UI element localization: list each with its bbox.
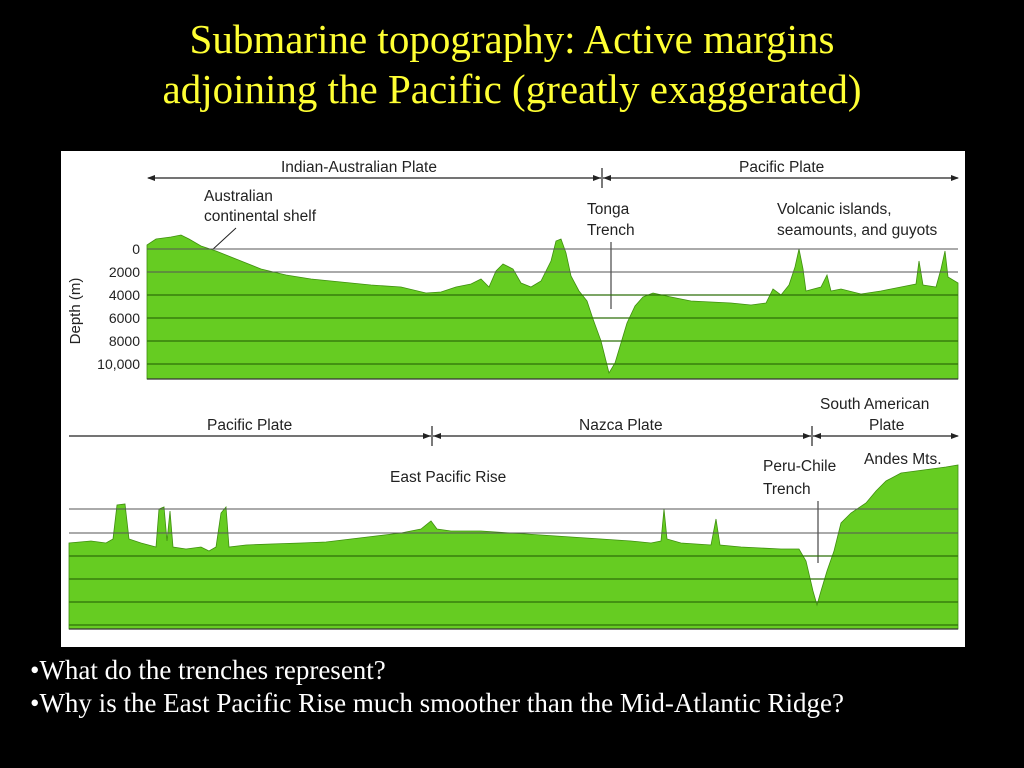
bottom-profile: Pacific Plate Nazca Plate South American… bbox=[68, 396, 959, 630]
bottom-depth-gridlines bbox=[69, 508, 958, 626]
tonga-trench-label-line-2: Trench bbox=[587, 222, 635, 239]
topography-diagram: Indian-Australian Plate Pacific Plate Au… bbox=[67, 159, 959, 630]
depth-tick-2000: 2000 bbox=[109, 264, 140, 280]
volcanic-islands-label-line-1: Volcanic islands, bbox=[777, 201, 892, 218]
andes-label: Andes Mts. bbox=[864, 451, 942, 468]
peru-chile-trench-label-line-2: Trench bbox=[763, 481, 811, 498]
top-profile: Indian-Australian Plate Pacific Plate Au… bbox=[67, 159, 959, 380]
question-bullets: •What do the trenches represent? •Why is… bbox=[30, 654, 990, 720]
top-terrain bbox=[146, 234, 959, 380]
east-pacific-rise-label: East Pacific Rise bbox=[390, 469, 506, 486]
title-line-2: adjoining the Pacific (greatly exaggerat… bbox=[162, 66, 862, 112]
depth-tick-4000: 4000 bbox=[109, 287, 140, 303]
south-american-plate-label-line-1: South American bbox=[820, 396, 929, 413]
pacific-plate-label-top: Pacific Plate bbox=[739, 159, 824, 176]
volcanic-islands-label-line-2: seamounts, and guyots bbox=[777, 222, 938, 239]
tonga-trench-label-line-1: Tonga bbox=[587, 201, 630, 218]
topography-figure: Indian-Australian Plate Pacific Plate Au… bbox=[61, 151, 965, 647]
shelf-label-line-2: continental shelf bbox=[204, 208, 317, 225]
shelf-pointer bbox=[210, 227, 237, 252]
nazca-plate-label: Nazca Plate bbox=[579, 417, 663, 434]
depth-tick-10000: 10,000 bbox=[97, 356, 140, 372]
bottom-terrain bbox=[68, 464, 959, 630]
south-american-plate-label-line-2: Plate bbox=[869, 417, 904, 434]
peru-chile-trench-label-line-1: Peru-Chile bbox=[763, 458, 836, 475]
depth-tick-6000: 6000 bbox=[109, 310, 140, 326]
depth-tick-8000: 8000 bbox=[109, 333, 140, 349]
pacific-plate-label-bottom: Pacific Plate bbox=[207, 417, 292, 434]
bullet-trenches: •What do the trenches represent? bbox=[30, 655, 386, 685]
depth-axis-title: Depth (m) bbox=[67, 278, 84, 345]
top-depth-gridlines bbox=[147, 248, 958, 365]
bullet-east-pacific-rise: •Why is the East Pacific Rise much smoot… bbox=[30, 688, 845, 718]
slide-title: Submarine topography: Active margins adj… bbox=[0, 14, 1024, 114]
depth-tick-0: 0 bbox=[132, 241, 140, 257]
shelf-label-line-1: Australian bbox=[204, 188, 273, 205]
title-line-1: Submarine topography: Active margins bbox=[189, 16, 835, 62]
indian-australian-plate-label: Indian-Australian Plate bbox=[281, 159, 437, 176]
